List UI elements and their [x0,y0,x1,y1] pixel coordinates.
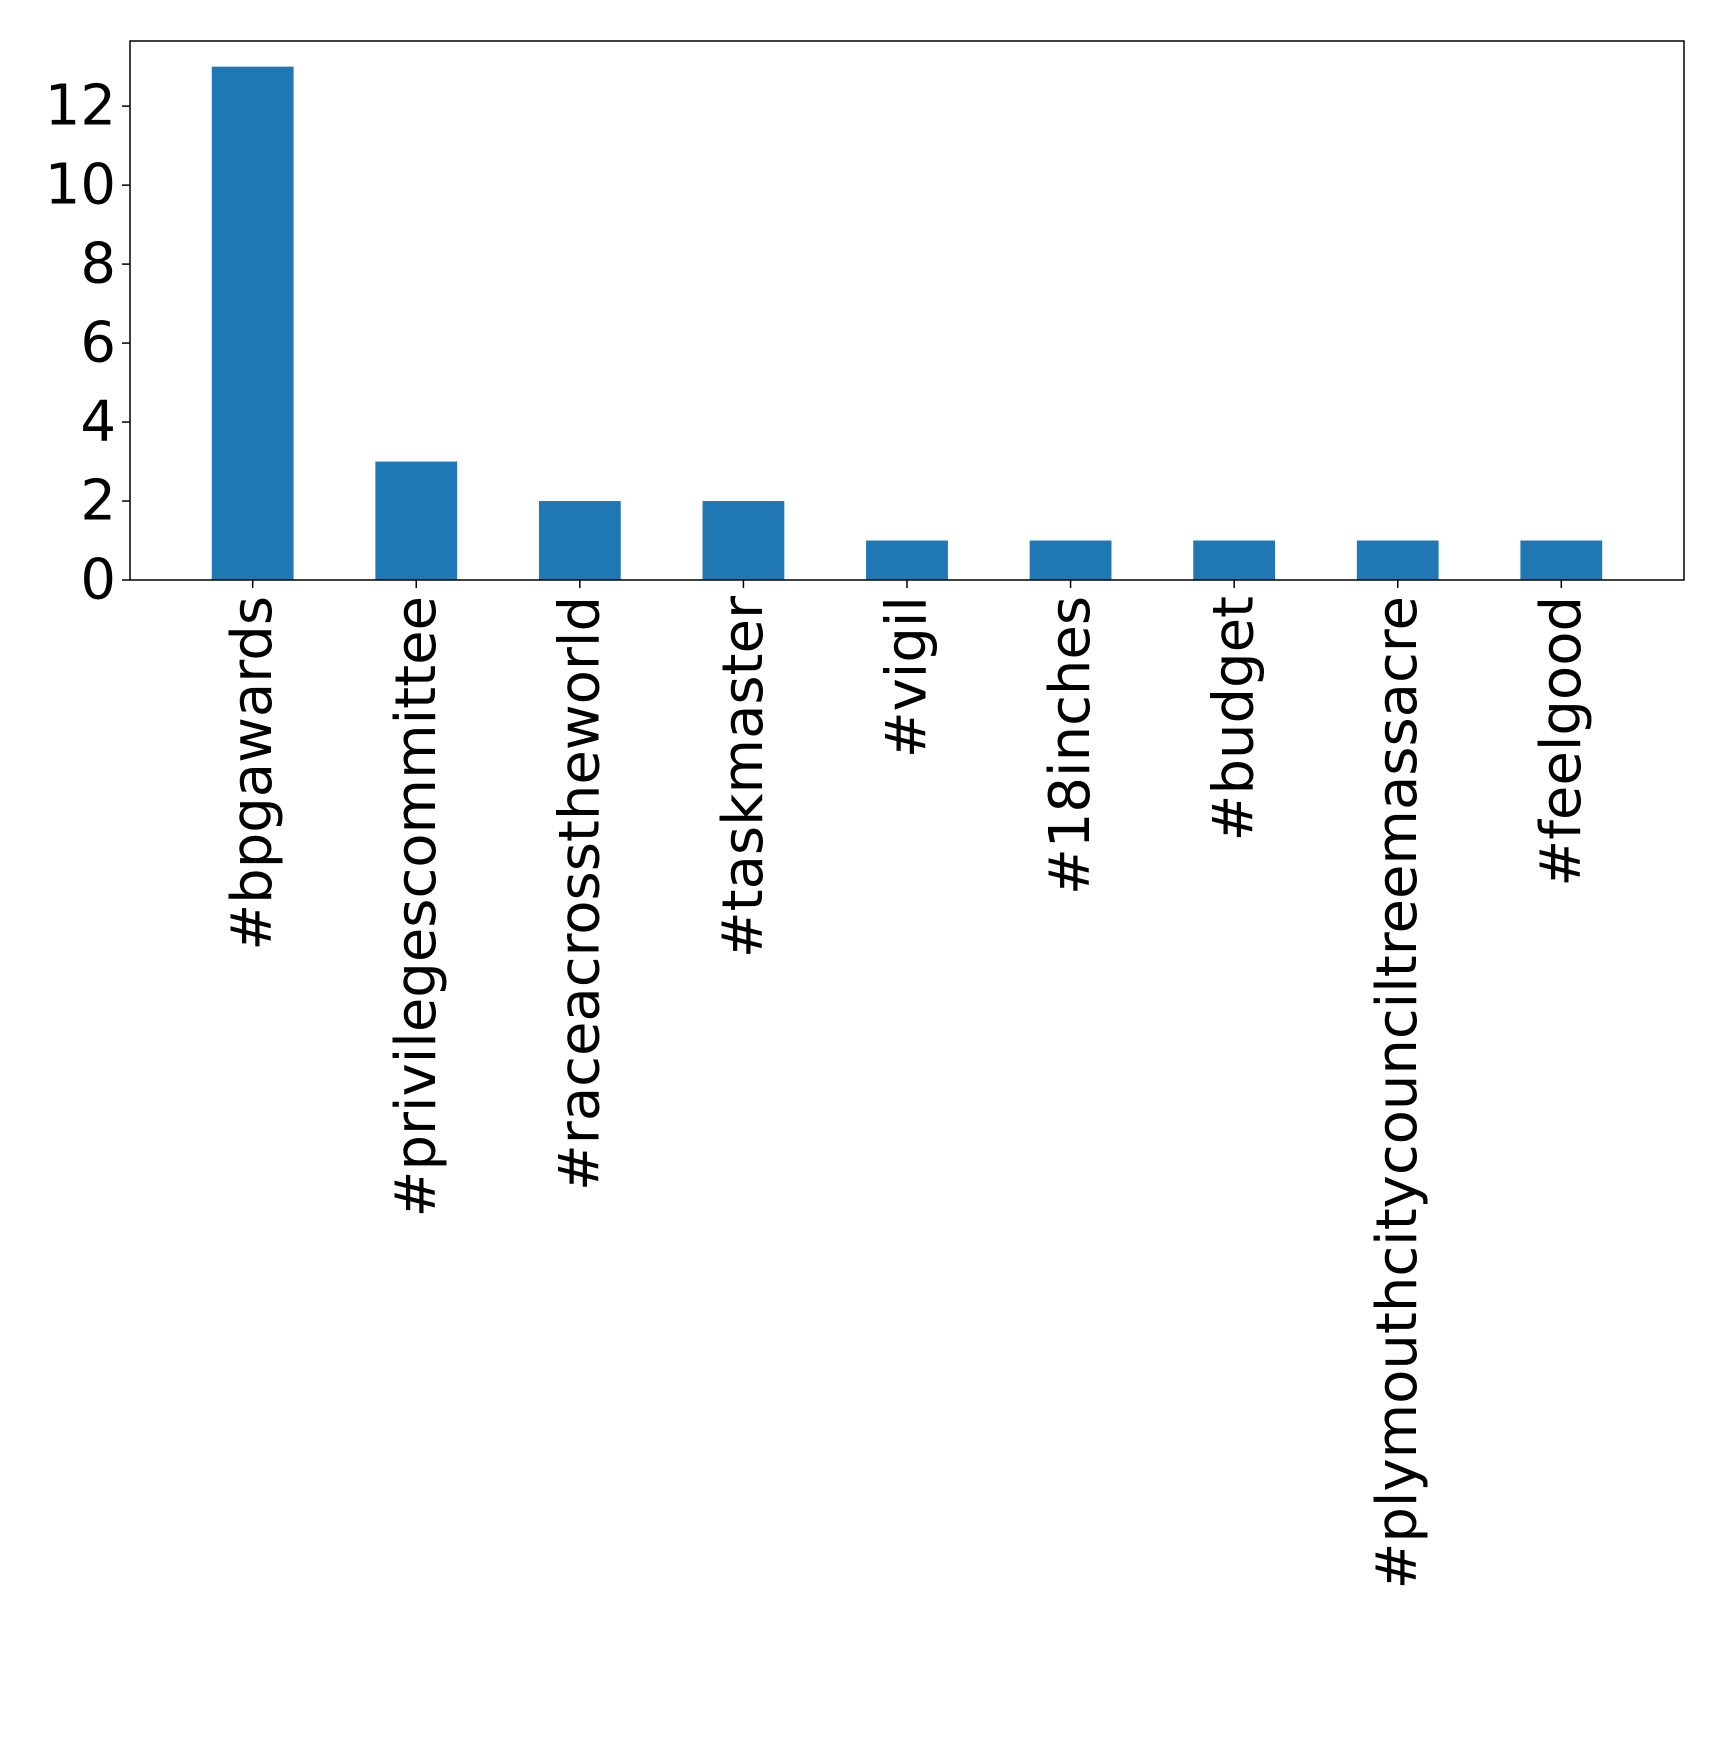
bar-raceacrosstheworld [538,501,621,580]
bar-bpgawards [211,66,294,580]
x-tick-label: #budget [1202,596,1267,841]
x-tick-label: #18inches [1038,596,1103,895]
x-tick-label: #privilegescommittee [384,596,449,1217]
x-tick-label: #plymouthcitycounciltreemassacre [1365,596,1430,1590]
bar-18inches [1029,540,1112,580]
plot-frame [129,40,1685,581]
y-tick-label: 4 [80,390,116,455]
x-axis: #bpgawards #privilegescommittee #raceacros… [220,580,1594,1590]
x-tick-label: #feelgood [1529,596,1594,887]
y-tick-label: 6 [80,311,116,376]
y-tick-label: 2 [80,469,116,534]
y-axis: 0 2 4 6 8 10 12 [45,74,130,613]
x-tick-label: #taskmaster [711,595,776,958]
bar-vigil [866,540,948,580]
x-tick-label: #bpgawards [220,596,285,951]
y-tick-label: 12 [45,74,116,139]
y-tick-label: 10 [45,153,116,218]
y-tick-label: 0 [80,548,116,613]
x-tick-label: #vigil [875,596,940,758]
x-tick-label: #raceacrosstheworld [547,596,612,1191]
bar-plymouthcitycounciltreemassacre [1356,540,1439,580]
bars-group [211,66,1603,580]
bar-privilegescommittee [375,461,458,580]
bar-budget [1193,540,1276,580]
y-tick-label: 8 [80,232,116,297]
bar-feelgood [1520,540,1603,580]
bar-taskmaster [702,501,785,580]
